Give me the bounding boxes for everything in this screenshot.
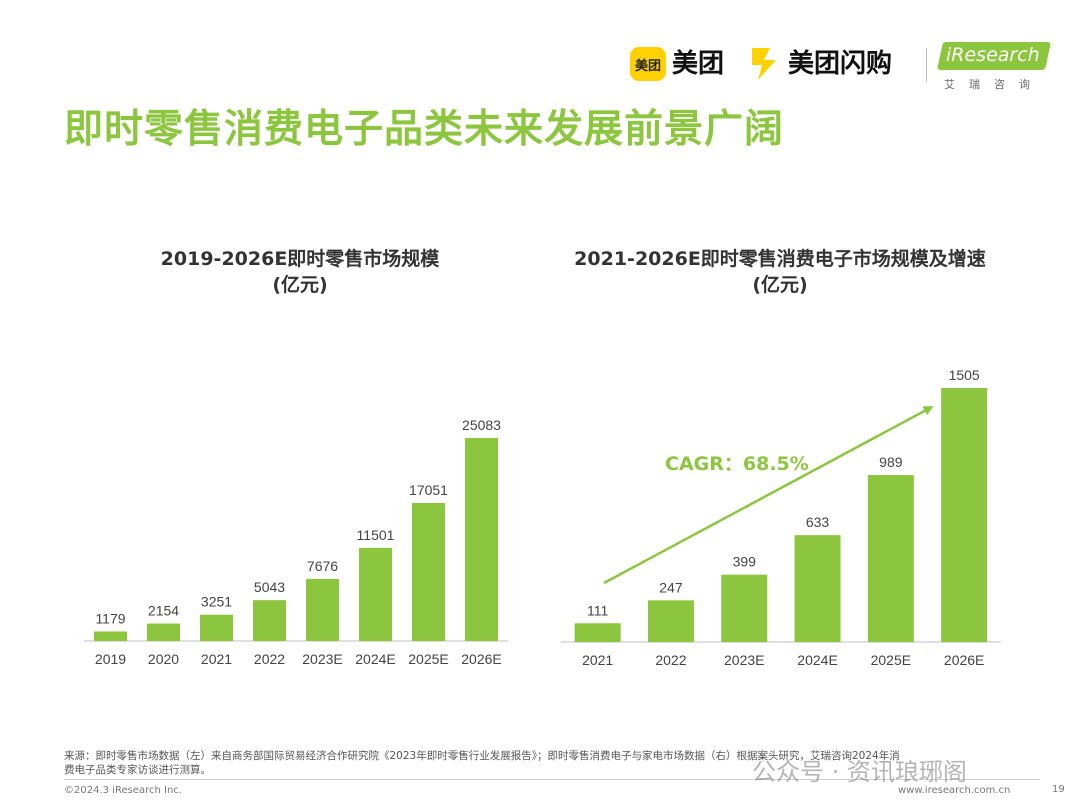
left-chart-bar [306,578,339,641]
website: www.iresearch.com.cn [898,785,1011,796]
right-chart-trend-arrow [603,406,934,585]
iresearch-logo-subtitle: 艾瑞咨询 [944,78,1044,91]
iresearch-logo: iResearch [937,42,1051,72]
left-chart-bar [359,547,392,641]
right-chart-title-main: 2021-2026E即时零售消费电子市场规模及增速 [574,248,986,270]
left-chart-data-label: 7676 [307,558,338,574]
right-chart-tick-label: 2024E [797,652,837,668]
footer-divider [64,779,1040,780]
left-chart-tick-label: 2024E [355,651,395,667]
copyright: ©2024.3 iResearch Inc. [64,785,182,796]
left-chart-data-label: 2154 [148,603,179,619]
left-chart-bar [94,631,127,641]
watermark: 公众号 · 资讯琅琊阁 [752,758,967,786]
left-chart-bar [253,600,286,641]
right-chart-data-label: 247 [659,579,683,595]
left-chart-data-label: 5043 [254,579,285,595]
left-chart-tick-label: 2020 [148,651,179,667]
right-chart-data-label: 399 [733,554,757,570]
right-chart-data-label: 989 [879,454,903,470]
left-chart-tick-label: 2026E [461,651,501,667]
right-chart-bar [574,623,621,642]
right-chart-tick-label: 2022 [655,652,686,668]
right-chart-bar [941,388,988,642]
left-chart-data-label: 3251 [201,594,232,610]
left-chart-tick-label: 2019 [95,651,126,667]
source-note-line2: 费电子品类专家访谈进行测算。 [64,764,211,776]
left-chart-tick-label: 2022 [254,651,285,667]
right-chart-tick-label: 2021 [582,652,613,668]
left-chart-data-label: 17051 [409,482,448,498]
left-chart-bar [465,438,498,641]
page-title: 即时零售消费电子品类未来发展前景广阔 [64,107,785,152]
page-number: 19 [1052,784,1065,795]
logo-divider [926,48,927,82]
right-chart-bar [867,475,914,642]
meituan-logo-text: 美团 [672,49,725,79]
right-chart-tick-label: 2026E [944,652,984,668]
left-chart-data-label: 11501 [357,527,395,543]
left-chart-title: 2019-2026E即时零售市场规模 (亿元) [90,246,510,298]
meituan-logo-icon: 美团 [630,47,666,81]
lightning-icon [752,48,776,80]
right-chart-data-label: 111 [587,602,608,618]
right-chart-tick-label: 2023E [724,652,764,668]
right-chart-bar [721,574,768,642]
right-chart-bar [794,535,841,642]
iresearch-logo-text: iResearch [946,44,1040,66]
left-chart-title-main: 2019-2026E即时零售市场规模 [160,248,440,270]
left-chart-tick-label: 2021 [201,651,232,667]
left-chart-data-label: 1179 [95,610,125,626]
right-chart-data-label: 633 [806,514,830,530]
source-note: 来源：即时零售市场数据（左）来自商务部国际贸易经济合作研究院《2023年即时零售… [64,749,1024,777]
right-chart-tick-label: 2025E [871,652,911,668]
right-chart-title: 2021-2026E即时零售消费电子市场规模及增速 (亿元) [540,246,1020,298]
header-logos: 美团 美团 美团闪购 iResearch 艾瑞咨询 [628,38,1058,92]
left-chart-tick-label: 2025E [408,651,448,667]
left-chart-title-unit: (亿元) [272,274,328,296]
left-chart-tick-label: 2023E [302,651,342,667]
right-chart-bar [647,600,694,642]
left-chart-bar [412,503,445,641]
left-chart-bar [200,614,233,641]
right-chart-data-label: 1505 [949,367,980,383]
source-note-line1: 来源：即时零售市场数据（左）来自商务部国际贸易经济合作研究院《2023年即时零售… [64,750,900,762]
left-chart-data-label: 25083 [462,417,501,433]
left-chart-bar [147,623,180,641]
meituan-shangou-logo-text: 美团闪购 [788,49,893,79]
right-chart-cagr-label: CAGR：68.5% [665,453,809,475]
right-chart-title-unit: (亿元) [752,274,808,296]
